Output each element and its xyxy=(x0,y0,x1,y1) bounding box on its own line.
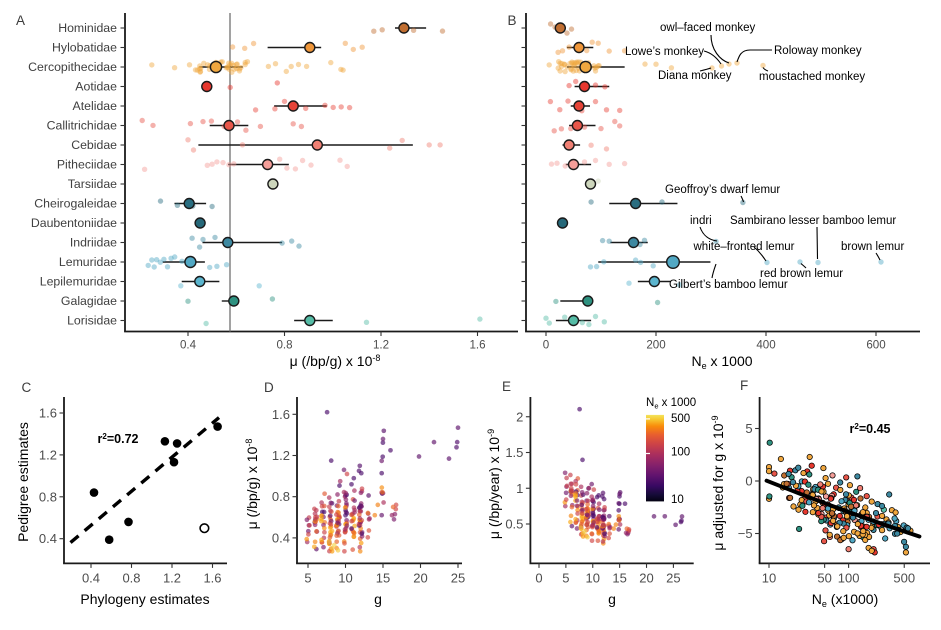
svg-text:500: 500 xyxy=(893,570,915,585)
svg-text:μ (/bp/year) x 10-9: μ (/bp/year) x 10-9 xyxy=(486,429,502,539)
svg-text:200: 200 xyxy=(646,339,665,352)
svg-text:15: 15 xyxy=(376,570,390,585)
svg-text:2: 2 xyxy=(516,409,523,424)
svg-text:0.8: 0.8 xyxy=(122,570,140,585)
svg-text:Cebidae: Cebidae xyxy=(71,138,117,152)
svg-text:1.2: 1.2 xyxy=(272,448,290,463)
svg-text:g: g xyxy=(374,591,382,607)
svg-text:Geoffroy’s dwarf lemur: Geoffroy’s dwarf lemur xyxy=(665,184,780,196)
svg-text:Galagidae: Galagidae xyxy=(61,294,117,308)
svg-text:μ (/bp/g) x 10-8: μ (/bp/g) x 10-8 xyxy=(290,353,381,369)
svg-text:0.8: 0.8 xyxy=(39,489,57,504)
svg-text:50: 50 xyxy=(817,570,831,585)
svg-text:25: 25 xyxy=(666,570,680,585)
svg-text:0.8: 0.8 xyxy=(276,339,292,352)
svg-text:100: 100 xyxy=(671,447,690,459)
svg-text:0.8: 0.8 xyxy=(272,489,290,504)
svg-text:Hylobatidae: Hylobatidae xyxy=(52,41,117,55)
svg-text:Diana monkey: Diana monkey xyxy=(658,70,732,82)
svg-text:0: 0 xyxy=(543,339,549,352)
svg-text:g: g xyxy=(608,591,616,607)
svg-text:10: 10 xyxy=(338,570,352,585)
svg-text:Sambirano lesser bamboo lemur: Sambirano lesser bamboo lemur xyxy=(730,215,896,227)
svg-text:red brown lemur: red brown lemur xyxy=(760,268,843,280)
svg-text:μ (/bp/g) x 10-8: μ (/bp/g) x 10-8 xyxy=(244,439,260,530)
svg-text:r2=0.72: r2=0.72 xyxy=(98,432,139,446)
svg-text:Phylogeny estimates: Phylogeny estimates xyxy=(80,591,209,607)
svg-text:25: 25 xyxy=(451,570,465,585)
svg-text:20: 20 xyxy=(639,570,653,585)
svg-text:1.5: 1.5 xyxy=(505,445,523,460)
svg-text:1.2: 1.2 xyxy=(39,447,57,462)
svg-text:500: 500 xyxy=(671,413,690,425)
svg-text:Hominidae: Hominidae xyxy=(58,21,117,35)
svg-text:Cercopithecidae: Cercopithecidae xyxy=(28,60,117,74)
svg-text:Lorisidae: Lorisidae xyxy=(67,314,117,328)
svg-text:Pedigree estimates: Pedigree estimates xyxy=(15,422,31,542)
svg-text:0.4: 0.4 xyxy=(82,570,100,585)
svg-text:1.2: 1.2 xyxy=(373,339,389,352)
svg-text:E: E xyxy=(502,379,511,394)
svg-text:Ne (x1000): Ne (x1000) xyxy=(812,591,879,609)
svg-text:0: 0 xyxy=(745,474,752,489)
svg-text:Cheirogaleidae: Cheirogaleidae xyxy=(34,197,117,211)
svg-text:−5: −5 xyxy=(738,526,753,541)
svg-text:moustached monkey: moustached monkey xyxy=(759,71,865,83)
svg-text:Daubentoniidae: Daubentoniidae xyxy=(31,216,117,230)
svg-text:0.4: 0.4 xyxy=(39,531,57,546)
svg-text:Lepilemuridae: Lepilemuridae xyxy=(40,275,117,289)
svg-text:B: B xyxy=(508,13,517,28)
svg-text:Atelidae: Atelidae xyxy=(73,99,118,113)
svg-text:Pitheciidae: Pitheciidae xyxy=(57,158,117,172)
svg-text:10: 10 xyxy=(671,494,684,506)
svg-text:Lemuridae: Lemuridae xyxy=(59,255,117,269)
svg-text:C: C xyxy=(22,380,32,395)
svg-text:1.6: 1.6 xyxy=(469,339,485,352)
svg-text:F: F xyxy=(740,378,748,393)
svg-text:10: 10 xyxy=(586,570,600,585)
svg-text:0: 0 xyxy=(535,570,542,585)
svg-text:100: 100 xyxy=(838,570,860,585)
svg-text:Ne x 1000: Ne x 1000 xyxy=(691,353,752,371)
svg-text:600: 600 xyxy=(866,339,885,352)
svg-text:owl–faced monkey: owl–faced monkey xyxy=(660,22,755,34)
svg-text:5: 5 xyxy=(562,570,569,585)
svg-text:5: 5 xyxy=(304,570,311,585)
svg-text:1: 1 xyxy=(516,481,523,496)
svg-text:1.6: 1.6 xyxy=(203,570,221,585)
svg-text:0.4: 0.4 xyxy=(180,339,197,352)
svg-text:Roloway monkey: Roloway monkey xyxy=(774,45,862,57)
svg-text:15: 15 xyxy=(612,570,626,585)
svg-text:A: A xyxy=(16,13,25,28)
svg-text:Indriidae: Indriidae xyxy=(70,236,117,250)
svg-text:Aotidae: Aotidae xyxy=(75,80,117,94)
svg-text:r2=0.45: r2=0.45 xyxy=(850,422,891,436)
svg-text:indri: indri xyxy=(690,215,712,227)
svg-text:400: 400 xyxy=(756,339,775,352)
svg-text:Ne x 1000: Ne x 1000 xyxy=(646,397,696,411)
svg-text:20: 20 xyxy=(413,570,427,585)
svg-text:1.2: 1.2 xyxy=(163,570,181,585)
svg-text:1.6: 1.6 xyxy=(39,406,57,421)
svg-text:5: 5 xyxy=(745,421,752,436)
svg-text:1.6: 1.6 xyxy=(272,407,290,422)
svg-text:0.5: 0.5 xyxy=(505,517,523,532)
svg-text:Lowe’s monkey: Lowe’s monkey xyxy=(625,46,704,58)
svg-text:white–fronted lemur: white–fronted lemur xyxy=(693,241,795,253)
svg-text:Callitrichidae: Callitrichidae xyxy=(47,119,118,133)
svg-text:brown lemur: brown lemur xyxy=(841,241,904,253)
svg-text:Tarsiidae: Tarsiidae xyxy=(68,177,117,191)
svg-text:0.4: 0.4 xyxy=(272,530,290,545)
svg-text:10: 10 xyxy=(762,570,776,585)
svg-text:D: D xyxy=(264,380,274,395)
svg-text:Gilbert’s bamboo lemur: Gilbert’s bamboo lemur xyxy=(669,279,788,291)
svg-text:μ adjusted for g x 10-9: μ adjusted for g x 10-9 xyxy=(710,415,726,550)
